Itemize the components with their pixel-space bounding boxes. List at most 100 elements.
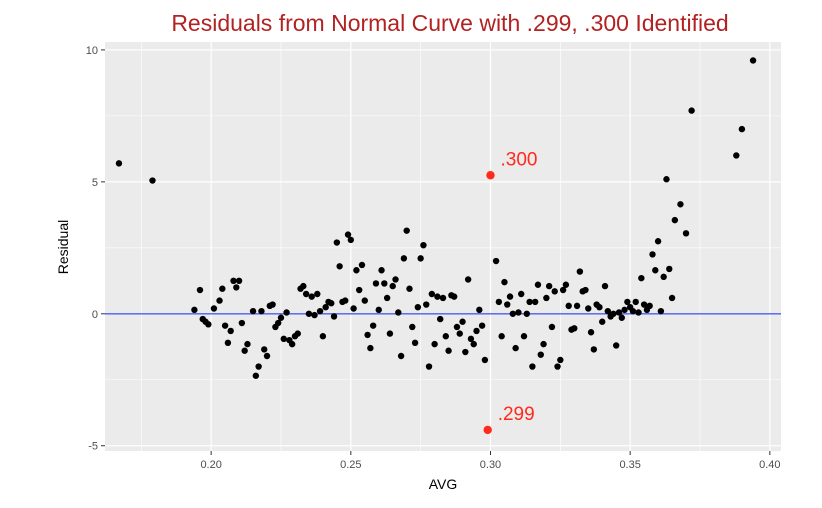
data-point <box>300 282 307 290</box>
x-tick-label: 0.40 <box>759 459 780 471</box>
data-point <box>585 305 592 312</box>
data-point <box>417 255 424 262</box>
data-point <box>420 241 427 249</box>
data-point <box>557 356 564 364</box>
data-point <box>347 236 355 244</box>
data-point <box>255 363 262 370</box>
data-point <box>688 107 695 114</box>
plot-panel <box>105 42 781 451</box>
x-tick-label: 0.35 <box>619 459 640 471</box>
data-point <box>612 342 620 349</box>
x-tick-label: 0.30 <box>480 459 501 471</box>
data-point <box>470 340 477 348</box>
data-point <box>652 267 659 274</box>
data-point <box>529 363 536 370</box>
data-point <box>573 302 581 310</box>
data-point <box>478 322 486 329</box>
data-point <box>258 307 265 315</box>
data-point <box>604 307 612 315</box>
data-point <box>406 285 413 292</box>
data-point <box>249 307 257 315</box>
data-point <box>450 293 458 300</box>
data-point <box>274 319 282 327</box>
data-point <box>481 356 489 364</box>
data-point <box>615 309 623 316</box>
y-tick-label: -5 <box>88 441 98 453</box>
data-point <box>473 327 480 335</box>
data-point <box>425 363 433 370</box>
data-point <box>668 294 676 302</box>
data-point <box>280 335 287 343</box>
data-point <box>526 298 533 306</box>
data-point <box>288 340 296 348</box>
data-point <box>562 281 570 288</box>
data-point <box>305 310 313 317</box>
data-point <box>224 339 232 347</box>
data-point <box>590 346 598 353</box>
data-point <box>632 298 639 306</box>
data-point <box>336 263 343 270</box>
data-point <box>649 251 656 258</box>
data-point <box>520 333 528 340</box>
data-point <box>515 309 522 316</box>
data-point <box>375 306 382 314</box>
data-point <box>423 301 430 308</box>
data-point <box>149 177 156 184</box>
highlight-point <box>486 171 495 180</box>
data-point <box>414 303 422 311</box>
data-point <box>534 281 542 288</box>
x-tick-label: 0.20 <box>200 459 221 471</box>
data-point <box>372 280 380 287</box>
data-point <box>400 255 408 262</box>
data-point <box>369 322 377 329</box>
data-point <box>442 333 449 340</box>
data-point <box>666 265 673 273</box>
data-point <box>677 201 684 208</box>
data-point <box>386 330 394 337</box>
data-point <box>640 301 648 308</box>
data-point <box>216 297 223 304</box>
data-point <box>244 340 251 348</box>
data-point <box>302 290 310 298</box>
data-point <box>263 352 271 360</box>
y-tick-label: 0 <box>92 309 98 321</box>
data-point <box>548 323 556 331</box>
data-point <box>191 306 198 314</box>
data-point <box>476 306 483 314</box>
data-point <box>269 301 276 308</box>
data-point <box>437 315 444 323</box>
data-point <box>196 286 204 294</box>
data-point <box>733 152 740 159</box>
y-axis-title: Residual <box>55 220 71 274</box>
data-point <box>495 298 503 306</box>
data-point <box>411 339 419 347</box>
data-point <box>238 319 246 327</box>
data-point <box>252 372 260 379</box>
data-point <box>512 344 519 352</box>
data-point <box>434 293 441 300</box>
data-point <box>543 294 550 302</box>
data-points <box>115 57 757 379</box>
minor-grid <box>105 42 781 451</box>
data-point <box>235 277 243 285</box>
data-point <box>294 330 301 337</box>
x-tick-label: 0.25 <box>340 459 361 471</box>
data-point <box>445 347 452 354</box>
data-point <box>314 290 321 298</box>
data-point <box>587 329 595 336</box>
data-point <box>403 227 410 234</box>
data-point <box>621 306 628 314</box>
y-tick-label: 10 <box>86 45 98 57</box>
data-point <box>749 57 757 64</box>
data-point <box>610 310 617 317</box>
data-point <box>330 313 338 320</box>
data-point <box>277 314 285 321</box>
x-axis-ticks: 0.20 0.25 0.30 0.35 0.40 <box>200 451 781 471</box>
data-point <box>319 333 327 340</box>
x-axis-title: AVG <box>429 476 458 492</box>
data-point <box>657 307 665 315</box>
data-point <box>518 290 525 298</box>
data-point <box>361 297 368 304</box>
data-point <box>682 230 690 237</box>
data-point <box>599 318 606 325</box>
